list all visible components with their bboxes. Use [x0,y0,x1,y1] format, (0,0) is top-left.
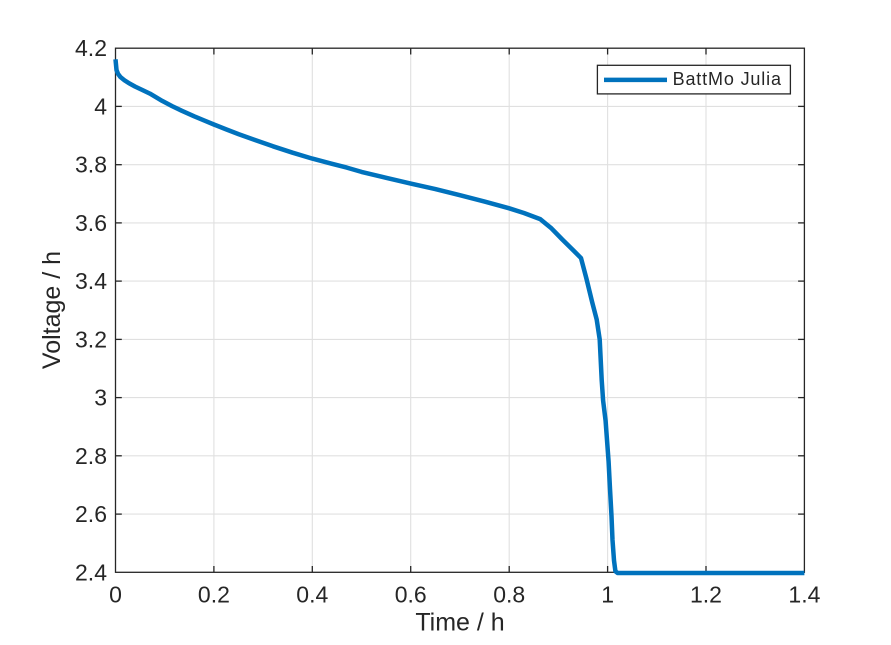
svg-text:BattMo Julia: BattMo Julia [673,69,782,89]
svg-text:0.6: 0.6 [395,582,427,608]
svg-text:0.8: 0.8 [493,582,525,608]
svg-text:1.4: 1.4 [788,582,820,608]
svg-text:4.2: 4.2 [75,35,107,61]
svg-text:2.4: 2.4 [75,559,107,585]
svg-text:3.6: 3.6 [75,210,107,236]
svg-text:3.2: 3.2 [75,326,107,352]
svg-text:0: 0 [109,582,122,608]
svg-text:3.8: 3.8 [75,152,107,178]
svg-text:1.2: 1.2 [690,582,722,608]
svg-text:0.4: 0.4 [296,582,328,608]
svg-text:0.2: 0.2 [198,582,230,608]
svg-text:4: 4 [94,93,107,119]
svg-text:2.8: 2.8 [75,443,107,469]
svg-text:Time / h: Time / h [415,609,504,637]
svg-text:Voltage / h: Voltage / h [38,251,66,369]
svg-text:2.6: 2.6 [75,501,107,527]
svg-text:3.4: 3.4 [75,268,107,294]
svg-text:1: 1 [601,582,614,608]
svg-text:3: 3 [94,385,107,411]
